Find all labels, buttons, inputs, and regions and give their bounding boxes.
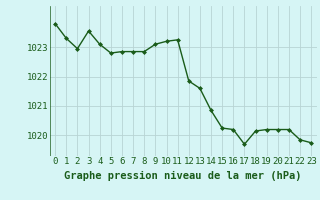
X-axis label: Graphe pression niveau de la mer (hPa): Graphe pression niveau de la mer (hPa) bbox=[64, 171, 302, 181]
